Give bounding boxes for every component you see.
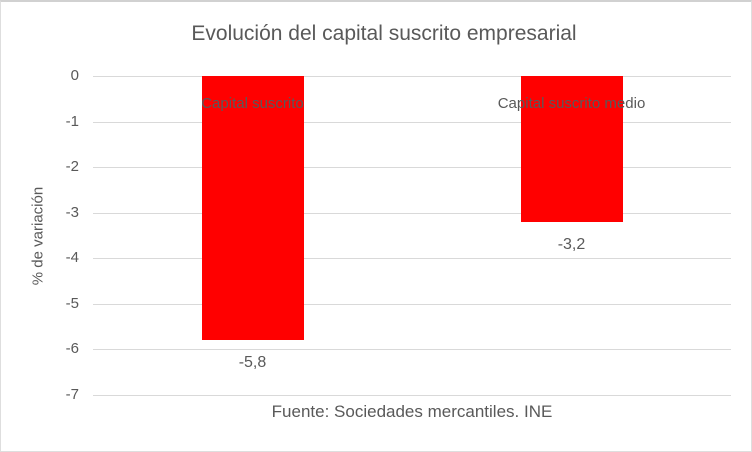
gridline: [93, 349, 731, 350]
y-tick-label: -5: [65, 295, 79, 312]
source-note: Fuente: Sociedades mercantiles. INE: [271, 402, 553, 421]
y-tick-label: -2: [65, 158, 79, 175]
y-tick-label: -4: [65, 249, 79, 266]
bar-2: [520, 76, 623, 222]
category-label: Capital suscrito medio: [497, 95, 646, 112]
category-label: Capital suscrito: [201, 95, 304, 112]
gridline: [93, 258, 731, 259]
bar-slot: Capital suscrito medio -3,2: [412, 76, 731, 395]
value-label: -5,8: [238, 354, 267, 371]
gridline: [93, 122, 731, 123]
y-tick-label: -1: [65, 113, 79, 130]
y-tick-label: -3: [65, 204, 79, 221]
chart-title: Evolución del capital suscrito empresari…: [191, 22, 577, 45]
gridline: [93, 76, 731, 77]
y-axis-tick-labels: 0 -1 -2 -3 -4 -5 -6 -7: [1, 67, 79, 403]
gridline: [93, 395, 731, 396]
bar-1: [201, 76, 304, 340]
gridline: [93, 304, 731, 305]
y-tick-label: -7: [65, 386, 79, 403]
gridline: [93, 213, 731, 214]
bar-slot: Capital suscrito -5,8: [93, 76, 412, 395]
value-label: -3,2: [557, 236, 586, 253]
y-tick-label: -6: [65, 340, 79, 357]
plot-area: Capital suscrito -5,8 Capital suscrito med…: [93, 76, 731, 396]
gridline: [93, 167, 731, 168]
y-tick-label: 0: [70, 67, 79, 84]
